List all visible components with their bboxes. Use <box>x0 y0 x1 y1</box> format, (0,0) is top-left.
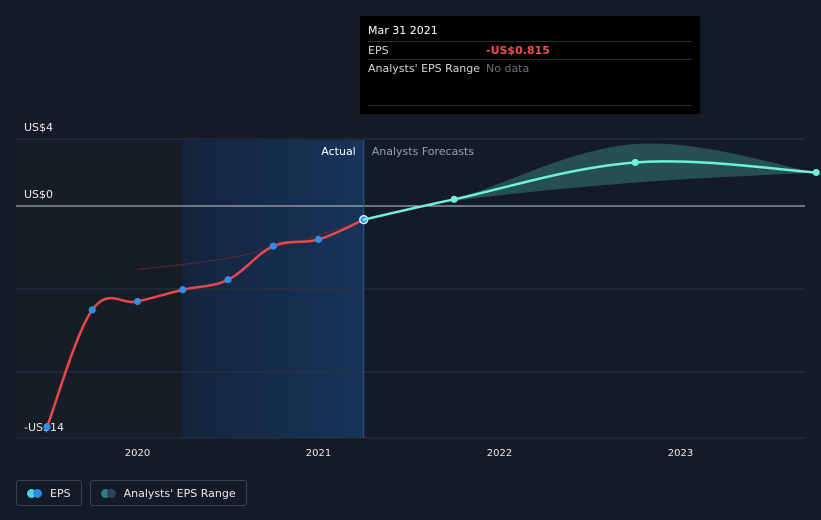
eps-legend-dot <box>33 488 42 498</box>
tooltip-range-row: Analysts' EPS Range No data <box>368 59 692 77</box>
range-legend-dot <box>106 488 116 498</box>
legend-eps-label: EPS <box>50 486 71 500</box>
legend-range-button[interactable]: Analysts' EPS Range <box>89 480 247 506</box>
eps-legend-icon <box>27 488 42 498</box>
legend-range-label: Analysts' EPS Range <box>123 486 236 500</box>
range-legend-dot <box>100 488 110 498</box>
tooltip-divider <box>368 105 692 106</box>
x-tick-label: 2020 <box>125 448 150 459</box>
x-tick-label: 2021 <box>306 448 331 459</box>
legend: EPS Analysts' EPS Range <box>16 480 247 506</box>
eps-forecast-point <box>812 168 820 177</box>
tooltip: Mar 31 2021 EPS -US$0.815 Analysts' EPS … <box>360 16 700 114</box>
eps-chart: US$4US$0-US$142020202120222023ActualAnal… <box>16 121 820 459</box>
eps-forecast-point <box>450 195 458 203</box>
forecast-label: Analysts Forecasts <box>372 145 475 158</box>
eps-legend-dot <box>27 488 36 498</box>
tooltip-range-label: Analysts' EPS Range <box>368 62 481 75</box>
past-estimate-trace <box>137 220 364 271</box>
x-tick-label: 2022 <box>487 448 512 459</box>
eps-point <box>43 423 51 431</box>
eps-line <box>45 218 365 429</box>
eps-point <box>179 286 187 294</box>
tooltip-eps-value: -US$0.815 <box>486 44 550 57</box>
eps-point <box>133 297 142 306</box>
eps-point <box>224 276 232 284</box>
actual-label: Actual <box>321 145 355 158</box>
x-tick-label: 2023 <box>668 448 693 459</box>
eps-point <box>88 306 96 314</box>
range-legend-icon <box>100 488 116 498</box>
eps-forecast-line <box>362 160 818 221</box>
tooltip-eps-label: EPS <box>368 44 389 57</box>
eps-point <box>269 242 277 250</box>
eps-point <box>314 235 323 244</box>
legend-eps-button[interactable]: EPS <box>16 480 82 506</box>
tooltip-range-value: No data <box>486 62 530 75</box>
tooltip-date: Mar 31 2021 <box>368 24 438 37</box>
tooltip-eps-row: EPS -US$0.815 <box>368 41 692 59</box>
eps-forecast-point <box>631 158 639 167</box>
y-tick-label: US$4 <box>24 121 53 134</box>
y-tick-label: US$0 <box>24 188 53 201</box>
